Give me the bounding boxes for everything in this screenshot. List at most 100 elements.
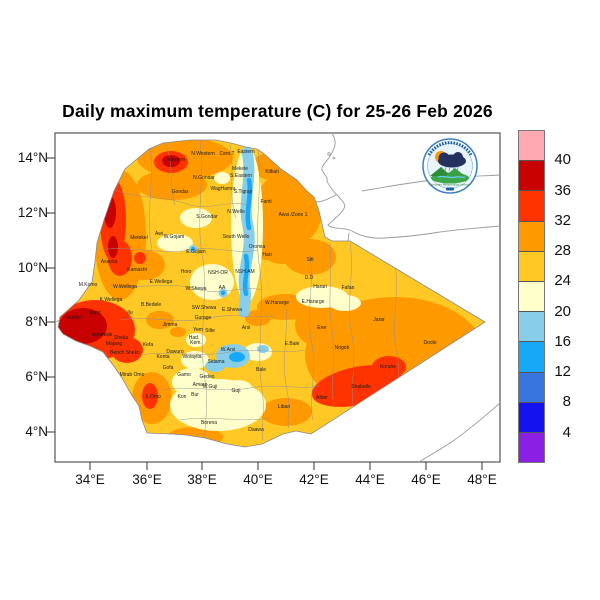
cloud-icon bbox=[438, 152, 466, 168]
zone-label: E.Bale bbox=[284, 341, 300, 347]
zone-label: NSH-OR bbox=[208, 270, 228, 276]
zone-label: Kamashi bbox=[127, 267, 147, 273]
colorbar-segment bbox=[519, 281, 544, 313]
zone-label: S.Gondar bbox=[196, 214, 218, 220]
zone-label: Arsi bbox=[241, 325, 251, 331]
zone-label: Assosa bbox=[100, 259, 118, 265]
zone-label: Fanti bbox=[260, 199, 272, 205]
colorbar-tick-label: 12 bbox=[554, 363, 571, 381]
chart-title: Daily maximum temperature (C) for 25-26 … bbox=[62, 101, 493, 121]
zone-label: Nogob bbox=[334, 345, 350, 351]
zone-label: Kefa bbox=[142, 342, 154, 348]
zone-label: S.Omo bbox=[145, 394, 161, 400]
zone-label: NSH.AM bbox=[235, 269, 255, 275]
zone-label: Kem. bbox=[190, 340, 202, 346]
zone-label: Fafan bbox=[341, 285, 355, 291]
zone-label: Eastern bbox=[237, 149, 255, 155]
colorbar-segment bbox=[519, 402, 544, 433]
zone-label: Daawa bbox=[248, 427, 264, 433]
zone-label: M.Komo bbox=[78, 282, 98, 288]
zone-label: W.Shewa bbox=[185, 286, 207, 292]
colorbar-segment bbox=[519, 312, 544, 343]
zone-label: Nuwer bbox=[66, 315, 82, 321]
colorbar-tick-label: 28 bbox=[554, 242, 571, 260]
zone-label: W.Gojam bbox=[163, 234, 185, 240]
colorbar bbox=[518, 130, 545, 463]
x-tick-label: 40°E bbox=[243, 472, 273, 487]
zone-label: Ilu bbox=[127, 310, 133, 316]
zone-label: Kilbati bbox=[265, 169, 279, 175]
colorbar-segment bbox=[519, 161, 544, 192]
zone-label: Jarar bbox=[373, 317, 385, 323]
mountains-icon bbox=[430, 167, 469, 184]
zone-label: Dawuro bbox=[166, 349, 184, 355]
zone-label: E.Wellega bbox=[149, 279, 173, 285]
zone-label: W.Guji bbox=[202, 384, 218, 390]
zone-label: W.Hararge bbox=[265, 300, 289, 306]
zone-label: S.Tigray bbox=[233, 189, 253, 195]
logo-caption: Ethiopian Meteorology Institute bbox=[429, 183, 471, 187]
zone-label: Awsi /Zone 1 bbox=[278, 212, 308, 218]
zone-label: N.Gondar bbox=[193, 175, 215, 181]
zone-label: Shabelle bbox=[351, 384, 371, 390]
x-tick-label: 36°E bbox=[132, 472, 162, 487]
zone-label: Bale bbox=[255, 367, 267, 373]
zone-label: Horo bbox=[180, 269, 192, 275]
zone-label: Siti bbox=[306, 257, 314, 263]
colorbar-tick-label: 40 bbox=[554, 151, 571, 169]
colorbar-tick-label: 32 bbox=[554, 211, 571, 229]
zone-label: S.Eastern bbox=[230, 173, 252, 179]
y-tick-label: 14°N bbox=[17, 150, 48, 165]
zone-label: Guji bbox=[231, 388, 241, 394]
met-institute-logo: Ethiopian Meteorology Institute bbox=[422, 138, 478, 194]
zone-label: Liban bbox=[277, 404, 291, 410]
colorbar-segment bbox=[519, 221, 544, 252]
zone-label: Borena bbox=[200, 420, 218, 426]
colorbar-segment bbox=[519, 342, 544, 373]
colorbar-tick-label: 4 bbox=[562, 423, 571, 441]
zone-label: Agnewak bbox=[91, 332, 113, 338]
zone-label: Cent.T bbox=[219, 151, 235, 157]
y-tick-label: 6°N bbox=[25, 369, 48, 384]
y-tick-label: 4°N bbox=[25, 424, 48, 439]
zone-label: Doolo bbox=[423, 340, 437, 346]
zone-label: Korahe bbox=[379, 364, 397, 370]
zone-label: Harari bbox=[313, 284, 327, 290]
x-tick-label: 44°E bbox=[355, 472, 385, 487]
colorbar-tick-label: 8 bbox=[562, 393, 571, 411]
zone-label: Itang bbox=[89, 310, 101, 316]
zone-label: E.Shewa bbox=[221, 307, 243, 313]
zone-label: Gedeo bbox=[199, 374, 215, 380]
zone-label: WagHamra bbox=[210, 186, 236, 192]
zone-label: South Wello bbox=[222, 234, 250, 240]
zone-label: Erer bbox=[317, 325, 327, 331]
zone-label: Silte bbox=[205, 328, 215, 334]
axis-ticks bbox=[47, 157, 483, 470]
zone-label: Majang bbox=[105, 341, 123, 347]
zone-label: K.Wellega bbox=[99, 297, 123, 303]
zone-borders bbox=[99, 140, 400, 446]
zone-label: N.Wello bbox=[227, 209, 245, 215]
y-tick-label: 8°N bbox=[25, 314, 48, 329]
zone-label: Konta bbox=[156, 354, 170, 360]
x-tick-label: 38°E bbox=[187, 472, 217, 487]
x-tick-label: 34°E bbox=[75, 472, 105, 487]
zone-label: Yem bbox=[193, 327, 203, 333]
zone-label: E.Hararge bbox=[301, 299, 325, 305]
colorbar-segment bbox=[519, 432, 544, 463]
zone-label: Gondar bbox=[171, 189, 189, 195]
river-icon bbox=[437, 175, 466, 179]
zone-label: Bench Sheko bbox=[110, 350, 140, 356]
colorbar-segment bbox=[519, 251, 544, 282]
zone-label: Awi bbox=[155, 231, 163, 237]
zone-label: Amaro bbox=[192, 382, 208, 388]
zone-label: Sheka bbox=[113, 335, 129, 341]
zone-label: Afder bbox=[316, 395, 328, 401]
zone-label: W.Wellega bbox=[113, 284, 137, 290]
zone-label: Western bbox=[166, 157, 186, 163]
zone-label: Metekel bbox=[130, 235, 148, 241]
zone-label: SW.Shewa bbox=[191, 305, 217, 311]
zone-label: Bur bbox=[191, 392, 199, 398]
